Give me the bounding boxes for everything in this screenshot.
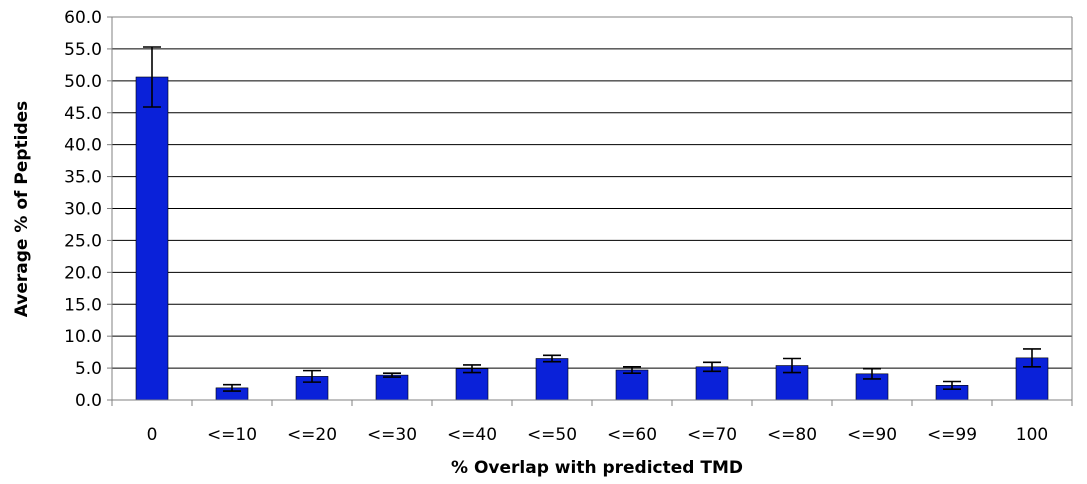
y-tick-label: 30.0	[64, 200, 102, 220]
y-tick-label: 0.0	[75, 391, 102, 411]
y-tick-label: 40.0	[64, 136, 102, 156]
x-axis-title: % Overlap with predicted TMD	[451, 458, 743, 478]
y-tick-label: 25.0	[64, 231, 102, 251]
x-tick-label: 100	[1016, 425, 1048, 445]
y-tick-label: 55.0	[64, 40, 102, 60]
bar	[535, 358, 569, 401]
x-tick-label: <=20	[287, 425, 337, 445]
y-tick-label: 50.0	[64, 72, 102, 92]
tick-labels: 0.0 5.0 10.0 15.0 20.0 25.0 30.0 35.0 40.0 45.0 50…	[64, 8, 1048, 445]
x-tick-label: <=10	[207, 425, 257, 445]
bar	[455, 368, 489, 401]
y-tick-label: 10.0	[64, 327, 102, 347]
y-axis-title: Average % of Peptides	[12, 101, 32, 318]
bar	[135, 76, 169, 401]
y-tick-label: 20.0	[64, 263, 102, 283]
axes	[107, 16, 1073, 406]
x-tick-label: <=60	[607, 425, 657, 445]
y-tick-label: 45.0	[64, 104, 102, 124]
x-tick-label: 0	[147, 425, 158, 445]
x-tick-label: <=90	[847, 425, 897, 445]
bar	[375, 374, 409, 401]
y-tick-label: 35.0	[64, 168, 102, 188]
x-tick-label: <=70	[687, 425, 737, 445]
x-tick-label: <=30	[367, 425, 417, 445]
x-tick-label: <=50	[527, 425, 577, 445]
y-tick-label: 5.0	[75, 359, 102, 379]
error-bars	[143, 46, 1041, 392]
y-tick-label: 60.0	[64, 8, 102, 28]
x-tick-label: <=80	[767, 425, 817, 445]
y-tick-label: 15.0	[64, 295, 102, 315]
gridlines	[112, 16, 1072, 369]
x-tick-label: <=40	[447, 425, 497, 445]
bar	[615, 369, 649, 401]
bars	[135, 76, 1049, 401]
x-tick-label: <=99	[927, 425, 977, 445]
